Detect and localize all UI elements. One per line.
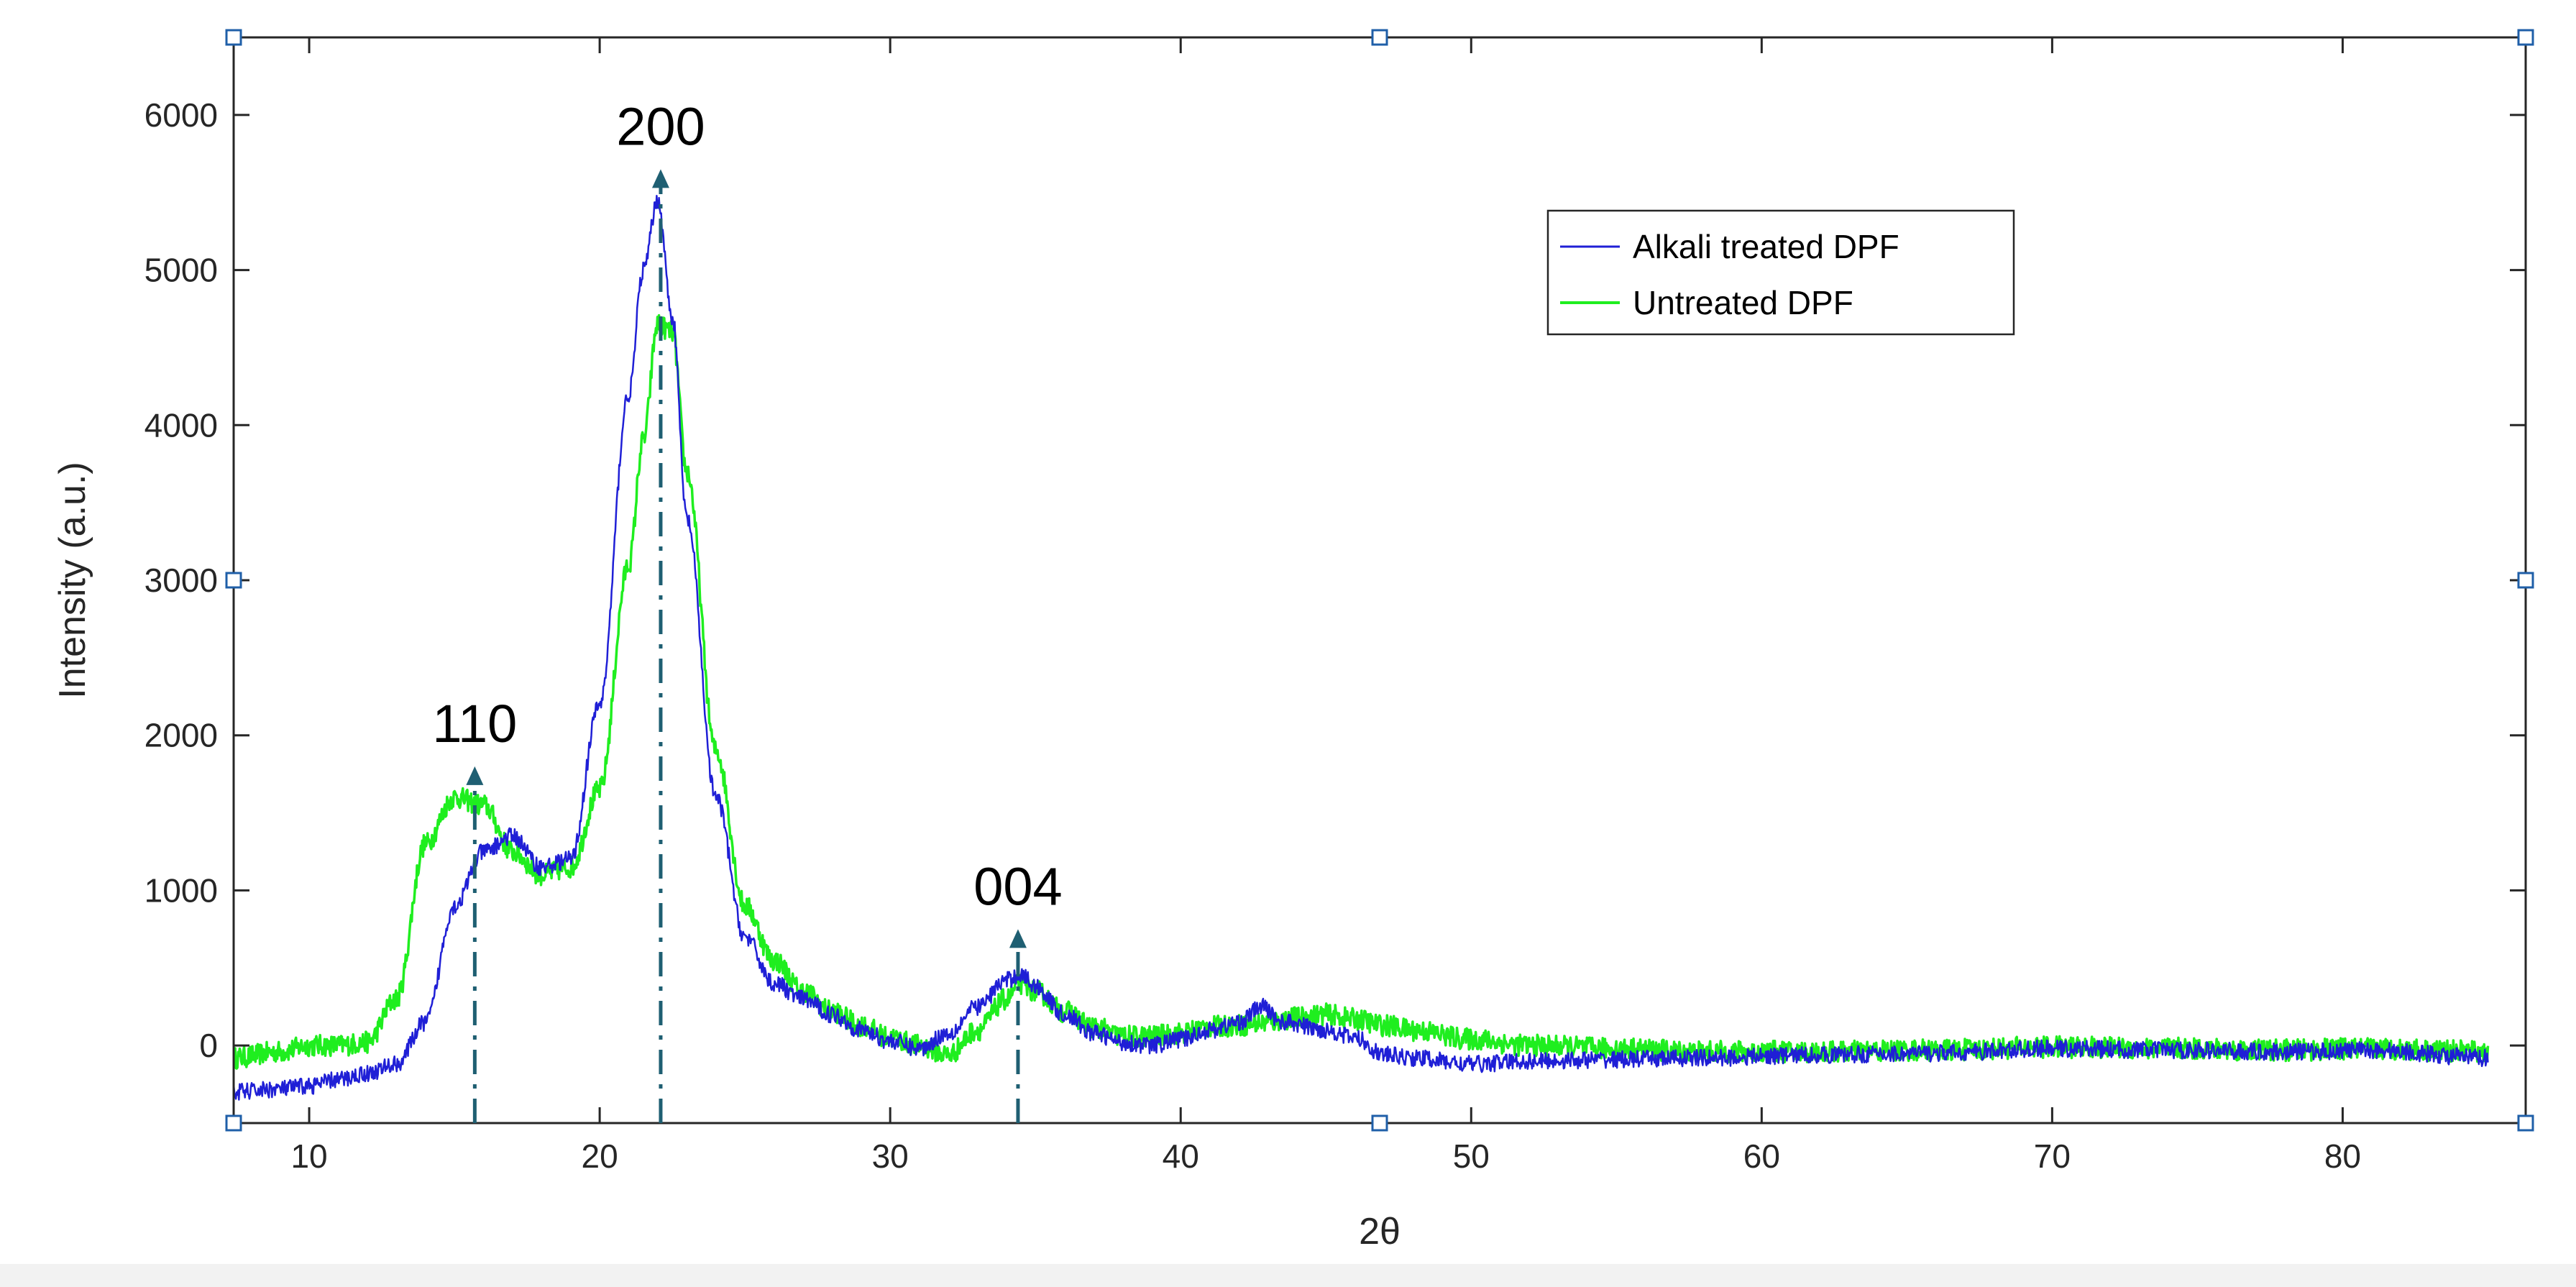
- y-tick-label: 6000: [145, 96, 218, 134]
- y-tick-label: 2000: [145, 717, 218, 754]
- axes-selection-handles: [225, 29, 2534, 1132]
- y-tick-label: 4000: [145, 406, 218, 444]
- handle-bottom-center[interactable]: [1371, 1114, 1388, 1132]
- x-tick-label: 70: [2034, 1137, 2071, 1175]
- peak-label-200: 200: [616, 96, 705, 156]
- bottom-strip: [0, 1264, 2576, 1287]
- handle-bottom-left[interactable]: [225, 1114, 242, 1132]
- handle-top-center[interactable]: [1371, 29, 1388, 46]
- series-line-untreated: [234, 313, 2490, 1070]
- annotation-layer: 110 200 004: [432, 96, 1063, 1123]
- x-axis-title: 2θ: [1359, 1211, 1401, 1252]
- legend-label-untreated: Untreated DPF: [1633, 284, 1853, 321]
- x-tick-label: 60: [1743, 1137, 1780, 1175]
- x-tick-label: 50: [1453, 1137, 1490, 1175]
- x-tick-label: 80: [2324, 1137, 2361, 1175]
- handle-top-right[interactable]: [2517, 29, 2534, 46]
- legend: Alkali treated DPF Untreated DPF: [1546, 209, 2015, 336]
- series-line-alkali: [234, 194, 2489, 1101]
- ticks-layer: 10 20 30 40 50 60 70 80 0 1000 2000 3000 4000 5000 600…: [145, 37, 2526, 1175]
- peak-arrowhead: [1009, 929, 1027, 948]
- y-tick-label: 1000: [145, 871, 218, 909]
- peak-arrowhead: [466, 766, 484, 785]
- y-tick-label: 3000: [145, 562, 218, 599]
- x-tick-label: 10: [290, 1137, 327, 1175]
- handle-top-left[interactable]: [225, 29, 242, 46]
- y-tick-label: 5000: [145, 252, 218, 289]
- peak-label-110: 110: [432, 694, 517, 754]
- peak-label-004: 004: [973, 856, 1062, 916]
- y-axis-title: Intensity (a.u.): [52, 462, 93, 698]
- legend-label-alkali: Alkali treated DPF: [1633, 228, 1899, 265]
- x-tick-label: 20: [582, 1137, 618, 1175]
- handle-middle-left[interactable]: [225, 572, 242, 589]
- series-layer: [234, 194, 2490, 1101]
- x-tick-label: 30: [872, 1137, 909, 1175]
- peak-arrowhead: [651, 169, 669, 188]
- y-tick-label: 0: [199, 1027, 218, 1064]
- legend-box: [1546, 209, 2015, 336]
- x-tick-label: 40: [1163, 1137, 1199, 1175]
- handle-middle-right[interactable]: [2517, 572, 2534, 589]
- handle-bottom-right[interactable]: [2517, 1114, 2534, 1132]
